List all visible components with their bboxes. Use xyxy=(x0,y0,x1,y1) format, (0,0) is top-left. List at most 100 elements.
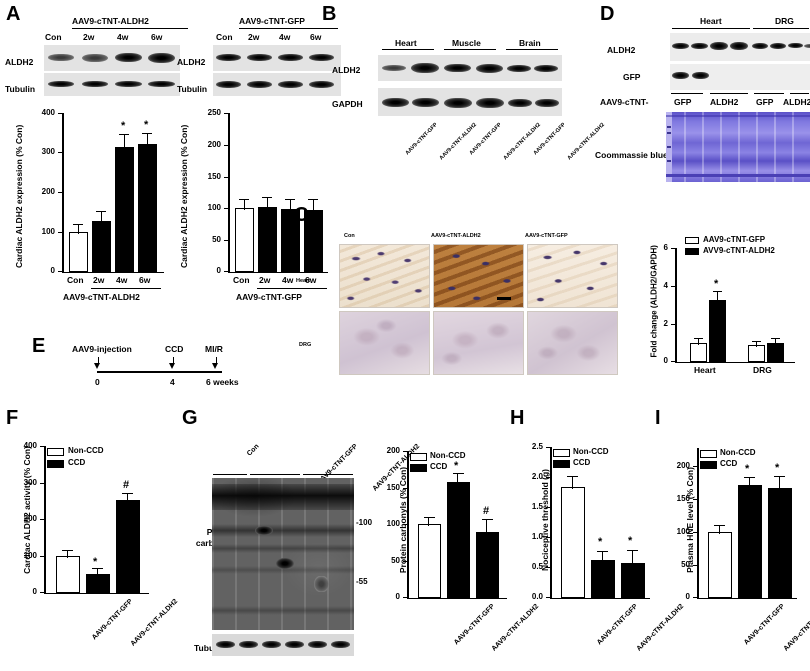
panelG-ytick-100: 100 xyxy=(386,519,400,528)
panelF-legend-label-noncd: Non-CCD xyxy=(68,446,104,455)
panelA-left-yaxis xyxy=(62,113,64,273)
panelA-right-xaxis xyxy=(228,271,328,274)
panelG-ytick-150: 150 xyxy=(386,483,400,492)
panelC-xaxis xyxy=(675,361,795,364)
panelC-ihc-heart-aldh2 xyxy=(433,244,524,308)
panelC-ytick-6: 6 xyxy=(663,243,668,252)
panelH-legend-key-ccd xyxy=(553,460,570,468)
panelD-row-aldh2: ALDH2 xyxy=(607,45,636,55)
panelC-legend-key-gfp xyxy=(685,237,699,244)
panelH-bar-ccd-aldh2 xyxy=(621,563,645,598)
panelE-timepoint-6weeks: 6 weeks xyxy=(206,377,239,387)
panelE-timepoint-4: 4 xyxy=(170,377,175,387)
panelI-xtick-gfp: AAV9-cTNT-GFP xyxy=(742,603,787,647)
panelG-marker-55: -55 xyxy=(356,577,368,586)
panelF-ytick-300: 300 xyxy=(23,478,37,487)
panelD-blot-gfp xyxy=(670,64,810,90)
panelC-ihc-drg-aldh2 xyxy=(433,311,524,375)
panelB-row-aldh2: ALDH2 xyxy=(332,65,361,75)
panelA-left-bar-6w xyxy=(138,144,157,272)
panelG-xaxis xyxy=(407,597,507,600)
panelA-right-xgroup-label: AAV9-cTNT-GFP xyxy=(236,292,302,302)
panelC-legend-label-aldh2: AVV9-cTNT-ALDH2 xyxy=(703,246,775,255)
panelH-ytick-10: 1.0 xyxy=(531,532,543,541)
panelA-right-blot-aldh2 xyxy=(213,45,341,71)
panelH-bar-noncd-gfp xyxy=(561,487,585,598)
panelF-bar-noncd-gfp xyxy=(56,556,80,593)
panelF-legend-label-ccd: CCD xyxy=(68,458,86,467)
panelB-tissue-heart: Heart xyxy=(395,38,417,48)
panelA-left-xtick-6w: 6w xyxy=(139,275,151,285)
panelF-bar-ccd-gfp xyxy=(86,574,110,593)
panelC-xtick-heart: Heart xyxy=(694,365,716,375)
panelH-chart-ylabel: Nociceptive threshold (g) xyxy=(540,469,550,572)
panelD-coomassie-gel xyxy=(666,112,810,182)
panelI-yaxis xyxy=(697,448,699,599)
panelF-xtick-aldh2: AAV9-cTNT-ALDH2 xyxy=(129,598,180,648)
panelF-chart-ylabel: Cardiac ALDH2 activity (% Con) xyxy=(22,446,32,574)
panelF-legend-key-noncd xyxy=(47,448,64,456)
panelD-gel-label: Coommassie blue xyxy=(595,150,668,160)
panelG-bar-ccd-gfp xyxy=(447,482,470,598)
panelI-ytick-100: 100 xyxy=(676,527,690,536)
panelA-left-blot-tubulin xyxy=(44,73,180,96)
panelA-right-xtick-4w: 4w xyxy=(282,275,294,285)
panelA-left-lane-2w: 2w xyxy=(83,32,95,42)
panelA-right-lane-6w: 6w xyxy=(310,32,322,42)
panelG-legend-label-ccd: CCD xyxy=(430,462,448,471)
panelD-row-gfp: GFP xyxy=(623,72,641,82)
panelH-legend-label-ccd: CCD xyxy=(573,458,591,467)
panelF-ytick-0: 0 xyxy=(32,587,37,596)
panel-letter-f: F xyxy=(6,407,19,429)
panelG-bar-ccd-aldh2 xyxy=(476,532,499,598)
panelG-legend-label-noncd: Non-CCD xyxy=(430,451,466,460)
panelA-right-bar-2w xyxy=(258,207,277,272)
panelI-ytick-150: 150 xyxy=(676,494,690,503)
panelB-blot-aldh2 xyxy=(378,55,562,81)
panelC-bar-drg-aldh2 xyxy=(767,343,784,362)
panelC-scale-bar xyxy=(497,297,511,300)
panelB-lane-label-1: AAV9-cTNT-GFP xyxy=(404,122,439,157)
panelA-left-sig-4w: * xyxy=(121,120,126,132)
panelH-xaxis xyxy=(550,597,650,600)
panelA-left-bar-4w xyxy=(115,147,134,272)
panelG-ytick-200: 200 xyxy=(386,446,400,455)
panelA-right-chart-ylabel: Cardiac ALDH2 expression (% Con) xyxy=(179,124,189,268)
panelF-sig-ccd-gfp: * xyxy=(93,556,98,568)
panelH-legend-key-noncd xyxy=(553,449,570,457)
panelA-left-xtick-con: Con xyxy=(67,275,84,285)
panelE-event-injection: AAV9-injection xyxy=(72,344,132,354)
panelE-event-mir: MI/R xyxy=(205,344,223,354)
panelF-ytick-100: 100 xyxy=(23,551,37,560)
panelF-xaxis xyxy=(44,592,149,595)
panelE-timepoint-0: 0 xyxy=(95,377,100,387)
panelH-ytick-25: 2.5 xyxy=(531,442,543,451)
panelC-xtick-drg: DRG xyxy=(753,365,772,375)
panelF-ytick-400: 400 xyxy=(23,441,37,450)
panelA-right-ytick-250: 250 xyxy=(207,108,221,117)
panelA-right-xtick-2w: 2w xyxy=(259,275,271,285)
panelB-tissue-brain: Brain xyxy=(519,38,541,48)
panelA-right-ytick-200: 200 xyxy=(207,140,221,149)
panelC-ytick-4: 4 xyxy=(663,281,668,290)
panelF-yaxis xyxy=(44,446,46,594)
panelA-left-bar-2w xyxy=(92,221,111,272)
panelH-xtick-gfp: AAV9-cTNT-GFP xyxy=(595,603,640,647)
panelA-left-group-label: AAV9-cTNT-ALDH2 xyxy=(72,16,149,26)
panelC-yaxis xyxy=(675,248,677,363)
panelA-left-row-tubulin: Tubulin xyxy=(5,84,36,94)
panel-letter-h: H xyxy=(510,407,525,429)
panelD-lane-group-3: GFP xyxy=(756,97,774,107)
panelA-right-blot-tubulin xyxy=(213,73,341,96)
panelC-row-label-drg: DRG xyxy=(299,342,312,348)
panelH-ytick-00: 0.0 xyxy=(531,592,543,601)
panel-letter-b: B xyxy=(322,3,337,25)
panelH-xtick-aldh2: AAV9-cTNT-ALDH2 xyxy=(635,603,686,653)
panelA-left-lane-con: Con xyxy=(45,32,62,42)
panelG-xtick-aldh2: AAV9-cTNT-ALDH2 xyxy=(490,603,541,653)
panelI-sig-ccd-gfp: * xyxy=(745,463,750,475)
panelA-left-ytick-400: 400 xyxy=(41,108,55,117)
panelA-right-ytick-50: 50 xyxy=(212,235,221,244)
panelA-left-ytick-100: 100 xyxy=(41,227,55,236)
panelC-legend-label-gfp: AAV9-cTNT-GFP xyxy=(703,235,766,244)
